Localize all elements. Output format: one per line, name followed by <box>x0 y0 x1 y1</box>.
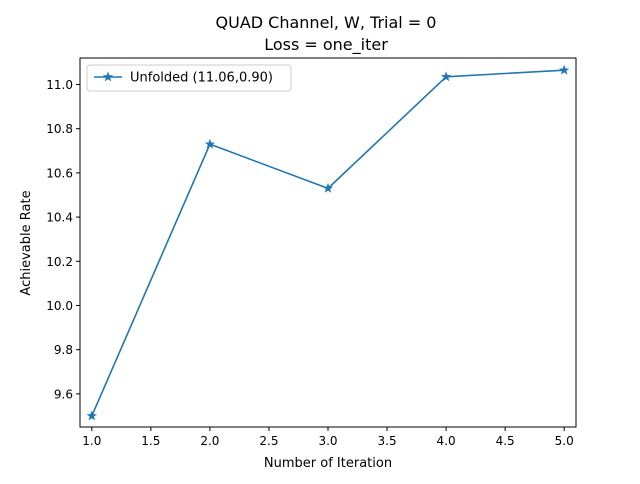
x-tick-label: 5.0 <box>555 434 574 448</box>
y-tick-label: 10.2 <box>46 255 73 269</box>
y-tick-label: 11.0 <box>46 78 73 92</box>
x-tick-label: 4.5 <box>496 434 515 448</box>
data-point-marker <box>322 182 334 193</box>
x-tick-label: 4.0 <box>437 434 456 448</box>
x-tick-label: 3.0 <box>318 434 337 448</box>
y-tick-label: 10.8 <box>46 122 73 136</box>
legend-star-marker <box>102 71 114 82</box>
legend-star-shape <box>102 71 114 82</box>
x-tick-label: 3.5 <box>378 434 397 448</box>
data-point-marker <box>86 410 98 421</box>
x-tick-label: 1.5 <box>141 434 160 448</box>
x-tick-label: 1.0 <box>82 434 101 448</box>
x-tick-label: 2.5 <box>259 434 278 448</box>
x-tick-label: 2.0 <box>200 434 219 448</box>
y-tick-label: 10.6 <box>46 166 73 180</box>
y-tick-label: 10.0 <box>46 299 73 313</box>
plot-frame <box>79 57 577 428</box>
series-markers <box>86 64 570 421</box>
data-point-marker <box>440 71 452 82</box>
chart-subtitle: Loss = one_iter <box>264 35 388 55</box>
legend-label: Unfolded (11.06,0.90) <box>130 71 273 86</box>
legend-box <box>86 64 292 92</box>
y-tick-label: 9.8 <box>54 343 73 357</box>
y-tick-label: 10.4 <box>46 211 73 225</box>
chart-title: QUAD Channel, W, Trial = 0 <box>216 13 437 32</box>
data-point-marker <box>204 138 216 149</box>
y-tick-label: 9.6 <box>54 387 73 401</box>
data-point-marker <box>558 64 570 75</box>
y-axis-label: Achievable Rate <box>19 190 34 295</box>
y-axis-ticks: 9.6 9.8 10.0 10.2 10.4 10.6 10.8 11.0 <box>46 78 80 401</box>
x-axis-ticks: 1.0 1.5 2.0 2.5 3.0 3.5 4.0 4.5 5.0 <box>82 427 574 448</box>
legend: Unfolded (11.06,0.90) <box>86 64 292 92</box>
x-axis-label: Number of Iteration <box>264 456 392 471</box>
